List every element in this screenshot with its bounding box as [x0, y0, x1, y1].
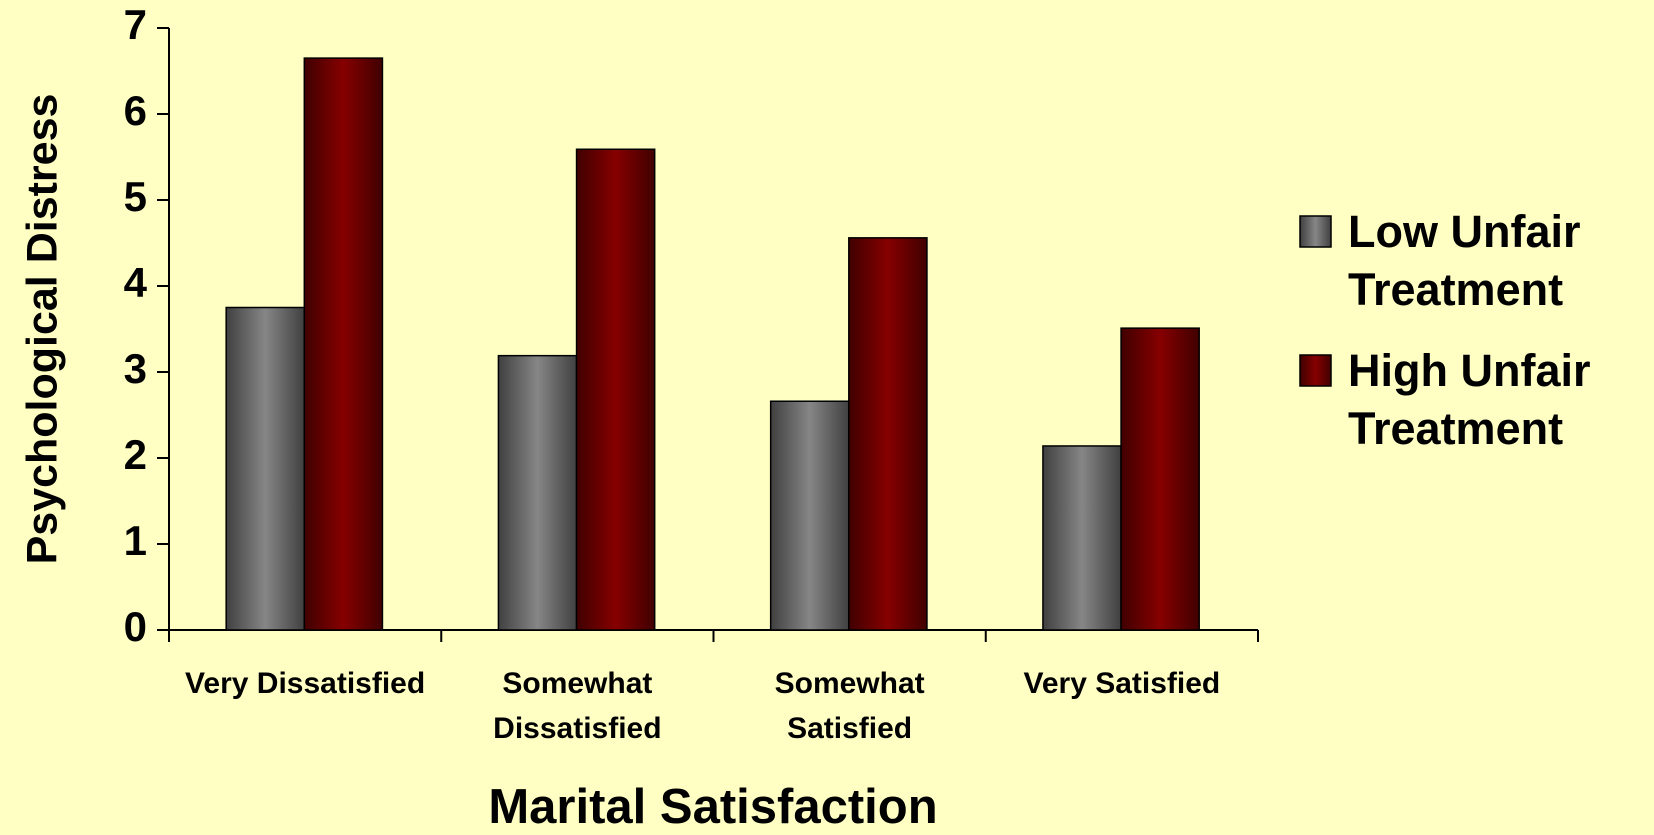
- y-tick-label: 4: [124, 259, 148, 306]
- y-tick-label: 6: [124, 87, 147, 134]
- y-tick-label: 0: [124, 603, 147, 650]
- legend-swatch: [1299, 354, 1332, 387]
- y-tick-label: 2: [124, 431, 147, 478]
- bar: [1042, 445, 1122, 631]
- bar: [303, 57, 384, 631]
- x-axis-title: Marital Satisfaction: [488, 780, 937, 834]
- x-tick-label: Somewhat Dissatisfied: [493, 667, 662, 745]
- x-tick-label: Somewhat Satisfied: [774, 667, 925, 745]
- bar: [575, 148, 656, 631]
- legend-swatch: [1299, 215, 1332, 248]
- x-tick-label: Very Satisfied: [1023, 667, 1221, 700]
- bar: [848, 237, 928, 631]
- x-tick-label: Very Dissatisfied: [185, 667, 426, 700]
- bar: [1120, 327, 1200, 631]
- y-axis-title: Psychological Distress: [18, 94, 66, 565]
- legend-label: High Unfair Treatment: [1348, 345, 1591, 454]
- y-tick-label: 3: [124, 345, 147, 392]
- bar: [769, 400, 850, 631]
- y-tick-label: 5: [124, 173, 147, 220]
- bar: [497, 354, 578, 631]
- y-tick-label: 7: [124, 1, 147, 48]
- y-tick-label: 1: [124, 517, 147, 564]
- bar: [225, 306, 306, 631]
- legend-label: Low Unfair Treatment: [1348, 206, 1581, 315]
